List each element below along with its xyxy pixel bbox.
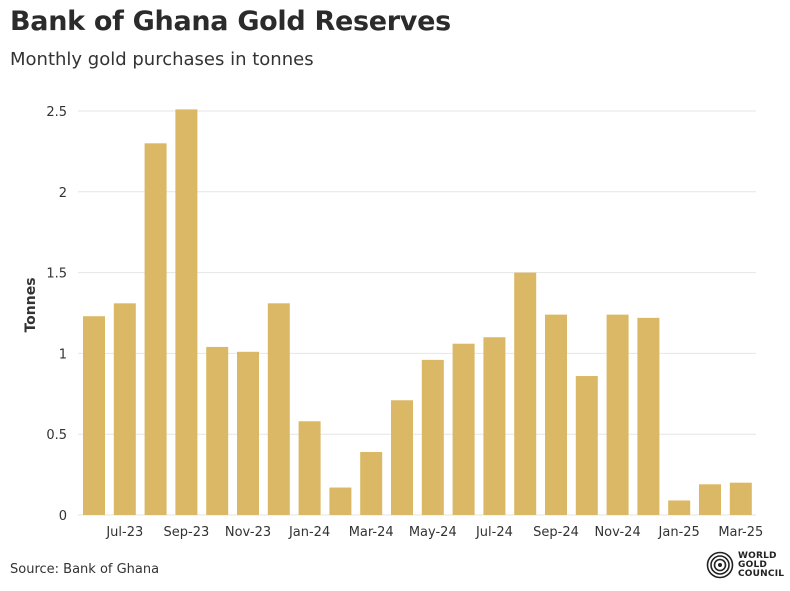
y-tick-label: 0.5	[46, 428, 67, 443]
bar-jun-23	[83, 316, 105, 515]
x-tick-label: Nov-23	[225, 525, 271, 540]
logo-line-1: WORLD	[738, 550, 777, 561]
y-tick-label: 2.5	[46, 105, 67, 120]
bar-jul-23	[113, 303, 136, 515]
bar-aug-23	[144, 143, 167, 515]
bar-dec-24	[637, 317, 660, 515]
world-gold-council-logo: WORLD GOLD COUNCIL	[706, 551, 784, 579]
bar-apr-24	[391, 400, 413, 515]
x-tick-label: Sep-23	[164, 525, 210, 540]
bar-may-24	[421, 359, 444, 515]
bar-oct-23	[206, 346, 229, 515]
chart-title: Bank of Ghana Gold Reserves	[10, 6, 451, 37]
x-tick-label: May-24	[409, 525, 457, 540]
bar-nov-23	[237, 351, 259, 515]
wgc-rings-icon	[706, 551, 734, 579]
bar-mar-24	[360, 451, 383, 515]
bar-jan-24	[298, 421, 321, 515]
x-tick-label: Jul-24	[475, 525, 513, 540]
bar-jun-24	[452, 343, 475, 515]
bar-sep-24	[545, 314, 567, 515]
bars	[83, 109, 752, 515]
y-tick-label: 1.5	[46, 267, 67, 282]
y-tick-label: 2	[59, 186, 67, 201]
bar-mar-25	[729, 482, 752, 515]
x-axis-ticks: Jul-23 Sep-23 Nov-23 Jan-24 Mar-24 May-24 Jul-…	[105, 525, 763, 540]
y-axis-label: Tonnes	[23, 277, 39, 332]
x-tick-label: Jan-25	[658, 525, 700, 540]
bar-dec-23	[267, 303, 290, 515]
bar-jul-24	[483, 337, 506, 515]
chart-subtitle: Monthly gold purchases in tonnes	[10, 49, 314, 70]
x-tick-label: Jul-23	[105, 525, 143, 540]
bar-feb-24	[329, 487, 352, 515]
logo-wordmark: WORLD GOLD COUNCIL	[738, 550, 785, 579]
bar-feb-25	[699, 484, 721, 515]
x-tick-label: Nov-24	[594, 525, 640, 540]
y-tick-label: 0	[59, 509, 67, 524]
x-tick-label: Jan-24	[288, 525, 330, 540]
bar-aug-24	[514, 272, 537, 515]
x-tick-label: Sep-24	[533, 525, 579, 540]
x-tick-label: Mar-24	[349, 525, 394, 540]
y-tick-label: 1	[59, 347, 67, 362]
x-tick-label: Mar-25	[718, 525, 763, 540]
logo-line-3: COUNCIL	[738, 568, 785, 579]
bar-nov-24	[606, 314, 629, 515]
bar-sep-23	[175, 109, 198, 515]
source-note: Source: Bank of Ghana	[10, 562, 160, 577]
logo-line-2: GOLD	[738, 559, 768, 570]
bar-oct-24	[575, 376, 598, 515]
bar-jan-25	[668, 500, 691, 515]
y-axis-ticks: 0 0.5 1 1.5 2 2.5	[46, 105, 67, 524]
